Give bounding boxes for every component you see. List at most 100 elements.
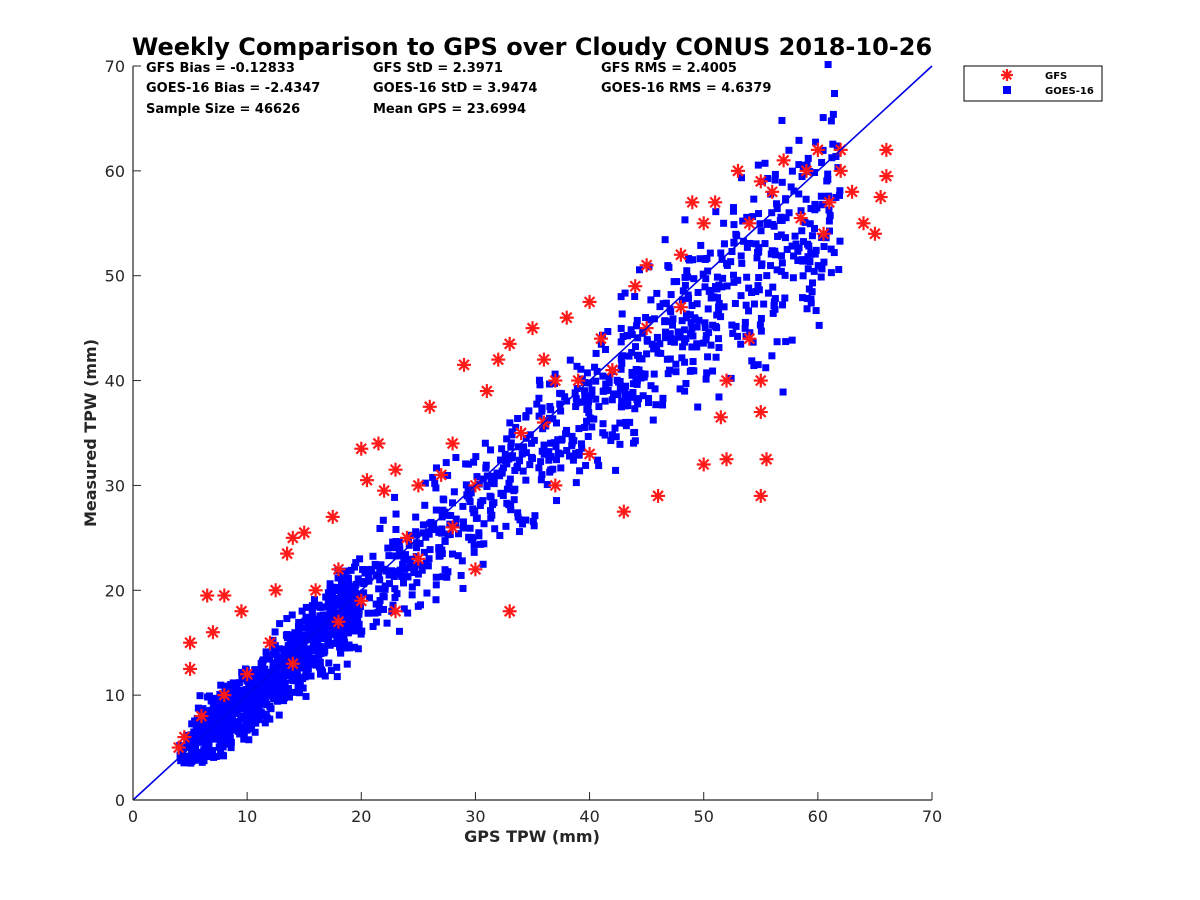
goes16-point xyxy=(832,152,840,160)
goes16-point xyxy=(568,442,576,450)
gfs-point xyxy=(359,473,374,488)
goes16-point xyxy=(515,528,523,536)
gfs-point xyxy=(388,604,403,619)
goes16-point xyxy=(706,249,714,257)
goes16-point xyxy=(800,238,808,246)
goes16-point xyxy=(262,648,270,656)
goes16-point xyxy=(281,679,289,687)
goes16-point xyxy=(670,278,678,286)
goes16-point xyxy=(811,250,819,258)
goes16-point xyxy=(261,719,269,727)
goes16-point xyxy=(321,647,329,655)
goes16-point xyxy=(631,368,639,376)
goes16-point xyxy=(448,550,456,558)
goes16-point xyxy=(670,335,678,343)
goes16-point xyxy=(679,343,687,351)
goes16-point xyxy=(680,326,688,334)
gfs-point xyxy=(753,488,768,503)
goes16-point xyxy=(642,314,650,322)
gfs-point xyxy=(479,384,494,399)
goes16-point xyxy=(462,481,470,489)
goes16-point xyxy=(600,387,608,395)
goes16-point xyxy=(538,447,546,455)
goes16-point xyxy=(818,158,826,166)
goes16-point xyxy=(701,319,709,327)
gfs-point xyxy=(833,163,848,178)
goes16-point xyxy=(604,386,612,394)
goes16-point xyxy=(622,382,630,390)
goes16-point xyxy=(621,393,629,401)
goes16-point xyxy=(609,390,617,398)
goes16-point xyxy=(689,332,697,340)
goes16-point xyxy=(681,273,689,281)
goes16-point xyxy=(511,467,519,475)
goes16-point xyxy=(352,559,360,567)
goes16-point xyxy=(584,432,592,440)
goes16-point xyxy=(522,449,530,457)
goes16-point xyxy=(764,219,772,227)
goes16-point xyxy=(325,612,333,620)
goes16-point xyxy=(803,305,811,313)
goes16-point xyxy=(244,722,252,730)
goes16-point xyxy=(257,660,265,668)
goes16-point xyxy=(334,594,342,602)
goes16-point xyxy=(342,606,350,614)
goes16-point xyxy=(262,710,270,718)
goes16-point xyxy=(623,332,631,340)
goes16-point xyxy=(333,673,341,681)
stat-goes-std: GOES-16 StD = 3.9474 xyxy=(373,81,537,96)
goes16-point xyxy=(383,619,391,627)
goes16-point xyxy=(757,314,765,322)
gfs-point xyxy=(285,656,300,671)
chart-title: Weekly Comparison to GPS over Cloudy CON… xyxy=(132,33,932,61)
x-tick-label: 30 xyxy=(465,807,485,826)
goes16-point xyxy=(795,161,803,169)
goes16-point xyxy=(771,305,779,313)
goes16-point xyxy=(583,369,591,377)
goes16-point xyxy=(432,596,440,604)
gfs-point xyxy=(331,562,346,577)
gfs-point xyxy=(696,216,711,231)
goes16-point xyxy=(441,537,449,545)
goes16-point xyxy=(452,453,460,461)
goes16-point xyxy=(794,257,802,265)
goes16-point xyxy=(608,431,616,439)
goes16-point xyxy=(507,443,515,451)
goes16-point xyxy=(309,620,317,628)
goes16-point xyxy=(293,668,301,676)
goes16-point xyxy=(308,607,316,615)
goes16-point xyxy=(348,608,356,616)
one-to-one-line-path xyxy=(132,65,933,801)
goes16-point xyxy=(327,667,335,675)
goes16-point xyxy=(733,232,741,240)
gfs-point xyxy=(325,509,340,524)
goes16-point xyxy=(496,456,504,464)
goes16-point xyxy=(256,670,264,678)
goes16-point xyxy=(704,305,712,313)
goes16-point xyxy=(647,296,655,304)
goes16-point xyxy=(745,284,753,292)
goes16-point xyxy=(285,648,293,656)
stats-block: GFS Bias = -0.12833 GFS StD = 2.3971 GFS… xyxy=(146,61,771,117)
gfs-point xyxy=(308,583,323,598)
goes16-point xyxy=(585,379,593,387)
stat-gfs-bias: GFS Bias = -0.12833 xyxy=(146,61,295,76)
goes16-point xyxy=(639,392,647,400)
goes16-point xyxy=(459,584,467,592)
goes16-point xyxy=(545,448,553,456)
goes16-point xyxy=(748,288,756,296)
gfs-point xyxy=(753,373,768,388)
goes16-point xyxy=(189,750,197,758)
goes16-point xyxy=(205,692,213,700)
goes16-point xyxy=(572,479,580,487)
goes16-point xyxy=(432,581,440,589)
goes16-point xyxy=(503,485,511,493)
goes16-point xyxy=(439,495,447,503)
goes16-point xyxy=(324,633,332,641)
goes16-point xyxy=(448,499,456,507)
goes16-point xyxy=(349,613,357,621)
goes16-point xyxy=(226,719,234,727)
goes16-point xyxy=(459,502,467,510)
goes16-point xyxy=(514,414,522,422)
goes16-point xyxy=(741,318,749,326)
